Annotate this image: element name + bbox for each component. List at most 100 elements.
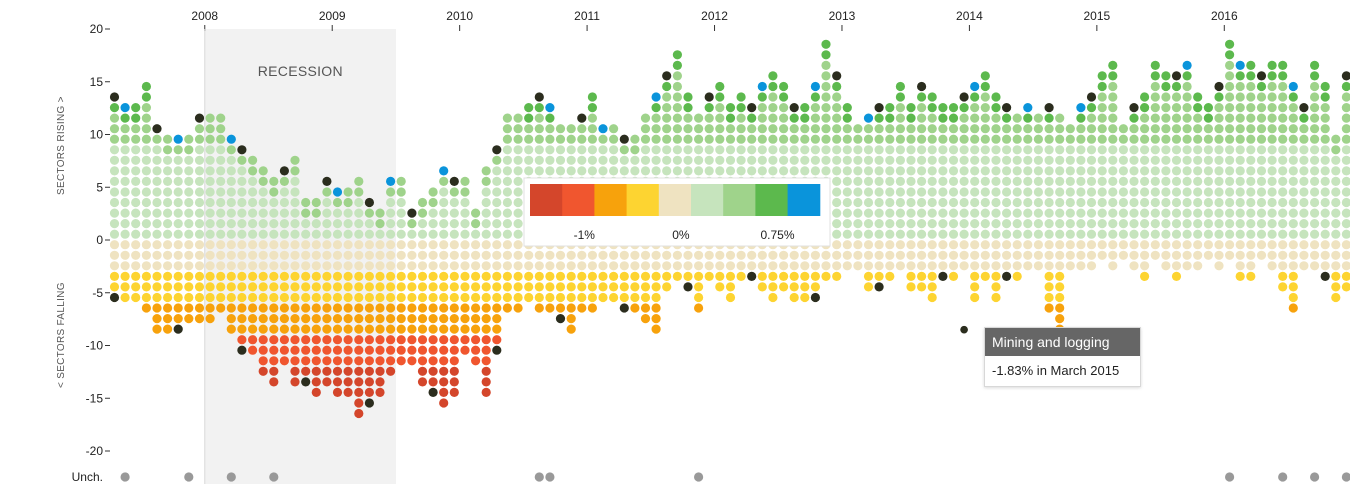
dot-rising bbox=[428, 229, 438, 239]
dot-rising bbox=[1267, 155, 1277, 165]
dot-falling bbox=[1140, 271, 1150, 281]
dot-rising bbox=[184, 145, 194, 155]
dot-rising bbox=[1278, 113, 1288, 123]
dot-rising bbox=[980, 134, 990, 144]
dot-falling bbox=[917, 282, 927, 292]
dot-rising bbox=[1341, 166, 1350, 176]
dot-rising bbox=[853, 145, 863, 155]
legend-label: 0.75% bbox=[760, 228, 794, 242]
dot-rising bbox=[205, 229, 215, 239]
dot-rising bbox=[1171, 103, 1182, 113]
dot-falling bbox=[991, 261, 1001, 271]
dot-falling bbox=[460, 261, 470, 271]
dot-rising bbox=[938, 113, 948, 123]
dot-rising bbox=[269, 219, 279, 229]
dot-rising bbox=[1256, 92, 1267, 102]
dot-falling bbox=[237, 314, 247, 324]
dot-falling bbox=[1097, 240, 1107, 250]
dot-rising bbox=[906, 229, 916, 239]
dot-falling bbox=[322, 356, 332, 366]
dot-rising bbox=[662, 103, 672, 113]
dot-rising bbox=[672, 81, 683, 92]
dot-rising bbox=[1182, 219, 1192, 229]
dot-falling bbox=[417, 282, 428, 292]
dot-falling bbox=[375, 261, 385, 271]
dot-rising bbox=[1002, 124, 1012, 134]
dot-rising bbox=[1193, 197, 1203, 208]
dot-rising bbox=[1140, 187, 1150, 197]
dot-rising bbox=[237, 145, 247, 155]
dot-falling bbox=[1256, 240, 1267, 250]
dot-falling bbox=[354, 271, 364, 281]
dot-rising bbox=[1086, 166, 1097, 176]
dot-rising bbox=[502, 187, 512, 197]
dot-rising bbox=[1161, 176, 1171, 186]
dot-falling bbox=[163, 303, 173, 313]
dot-falling bbox=[1002, 261, 1012, 271]
dot-falling bbox=[1320, 250, 1330, 260]
dot-rising bbox=[980, 71, 990, 81]
dot-rising bbox=[194, 176, 205, 186]
dot-rising bbox=[513, 187, 523, 197]
dot-rising bbox=[800, 124, 810, 134]
dot-rising bbox=[895, 187, 906, 197]
dot-falling bbox=[322, 314, 332, 324]
dot-rising bbox=[980, 219, 990, 229]
dot-falling bbox=[609, 292, 619, 303]
dot-rising bbox=[1012, 145, 1022, 155]
dot-rising bbox=[662, 71, 672, 81]
dot-rising bbox=[205, 113, 215, 123]
dot-rising bbox=[1182, 197, 1192, 208]
dot-rising bbox=[1055, 134, 1065, 144]
dot-falling bbox=[417, 345, 428, 355]
dot-rising bbox=[991, 208, 1001, 218]
dot-falling bbox=[832, 271, 842, 281]
dot-rising bbox=[1161, 134, 1171, 144]
dot-falling bbox=[449, 271, 459, 281]
dot-falling bbox=[1118, 250, 1128, 260]
dot-rising bbox=[332, 187, 343, 197]
dot-rising bbox=[1076, 103, 1086, 113]
dot-rising bbox=[163, 187, 173, 197]
dot-rising bbox=[1267, 219, 1277, 229]
dot-rising bbox=[545, 113, 555, 123]
dot-rising bbox=[609, 155, 619, 165]
dot-rising bbox=[237, 176, 247, 186]
dot-rising bbox=[959, 166, 969, 176]
dot-rising bbox=[555, 155, 566, 165]
dot-falling bbox=[131, 240, 141, 250]
dot-rising bbox=[109, 197, 120, 208]
dot-rising bbox=[566, 155, 576, 165]
dot-falling bbox=[311, 314, 321, 324]
dot-falling bbox=[163, 324, 173, 334]
dot-rising bbox=[1278, 71, 1288, 81]
dot-falling bbox=[386, 271, 396, 281]
dot-rising bbox=[874, 103, 884, 113]
dot-rising bbox=[885, 187, 895, 197]
dot-falling bbox=[258, 240, 268, 250]
dot-rising bbox=[1044, 219, 1054, 229]
dot-rising bbox=[1203, 176, 1213, 186]
dot-rising bbox=[1044, 124, 1054, 134]
dot-rising bbox=[439, 208, 449, 218]
dot-rising bbox=[895, 197, 906, 208]
dot-rising bbox=[948, 103, 959, 113]
dot-rising bbox=[1118, 134, 1128, 144]
dot-rising bbox=[672, 50, 683, 60]
dot-rising bbox=[715, 113, 725, 123]
dot-falling bbox=[386, 345, 396, 355]
dot-rising bbox=[1055, 113, 1065, 123]
dot-falling bbox=[407, 345, 417, 355]
dot-rising bbox=[322, 187, 332, 197]
dot-rising bbox=[927, 103, 937, 113]
dot-falling bbox=[545, 292, 555, 303]
dot-rising bbox=[991, 124, 1001, 134]
dot-rising bbox=[1129, 176, 1139, 186]
dot-rising bbox=[853, 208, 863, 218]
dot-falling bbox=[258, 261, 268, 271]
dot-falling bbox=[343, 366, 353, 376]
dot-rising bbox=[290, 155, 300, 165]
dot-rising bbox=[853, 229, 863, 239]
dot-falling bbox=[301, 324, 311, 334]
dot-rising bbox=[1055, 166, 1065, 176]
